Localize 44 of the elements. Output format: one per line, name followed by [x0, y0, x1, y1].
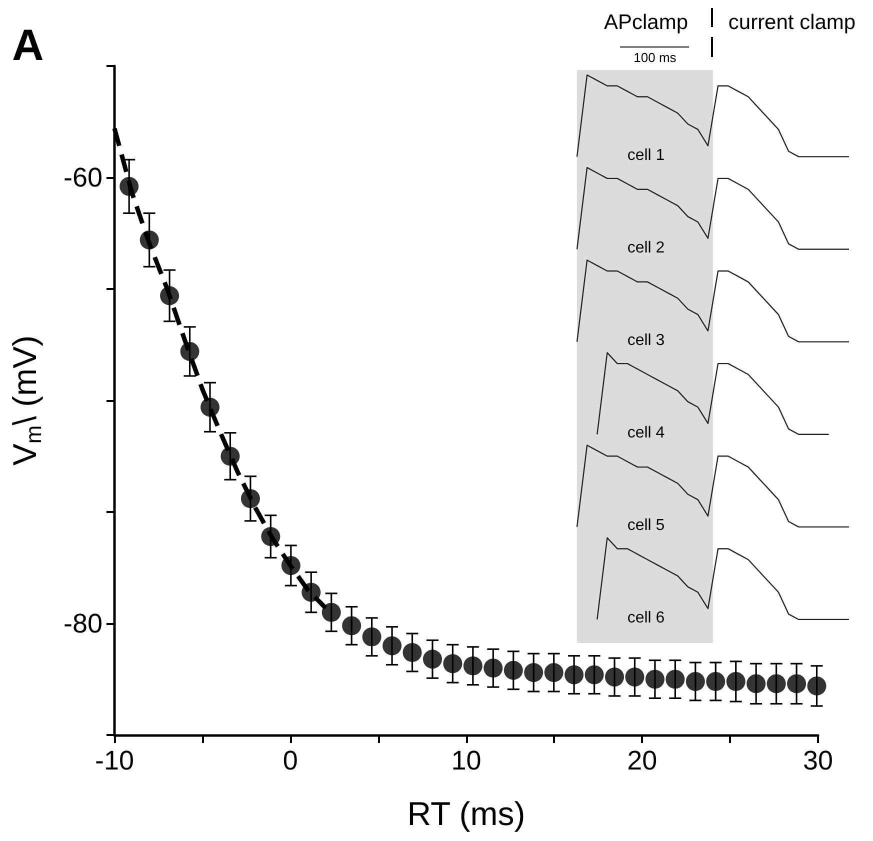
point: [322, 602, 341, 622]
annotation: cell 1: [627, 147, 665, 164]
point: [564, 665, 584, 684]
point: [443, 654, 462, 674]
point: [544, 663, 564, 682]
point: [706, 672, 726, 691]
point: [362, 627, 382, 646]
point: [382, 636, 402, 656]
point: [625, 668, 644, 687]
text: APclamp: [604, 11, 688, 34]
text: A: [12, 21, 44, 70]
annotation: cell 6: [627, 610, 665, 626]
annotation: cell 3: [627, 332, 665, 349]
annotation: cell 5: [627, 517, 665, 534]
y-axis-title: Vm\ (mV): [6, 335, 46, 466]
point: [342, 616, 362, 636]
point: [584, 665, 604, 684]
point: [463, 656, 482, 676]
annotation: cell 2: [627, 240, 665, 256]
point: [605, 668, 624, 687]
text: current clamp: [728, 11, 856, 34]
y-tick-label: -80: [63, 608, 102, 638]
x-tick-label: 10: [451, 746, 482, 776]
point: [402, 642, 422, 662]
text: 100 ms: [634, 50, 677, 65]
x-axis-title: RT (ms): [407, 795, 526, 832]
point: [746, 674, 766, 694]
point: [766, 674, 786, 694]
point: [645, 670, 664, 689]
point: [807, 676, 826, 696]
point: [686, 672, 705, 691]
point: [666, 670, 685, 689]
x-tick-label: 30: [802, 746, 834, 776]
point: [524, 663, 544, 682]
point: [726, 672, 746, 691]
y-tick-label: -60: [63, 162, 102, 192]
annotation: cell 4: [627, 424, 665, 442]
x-tick-label: 20: [627, 746, 658, 776]
point: [787, 674, 806, 694]
point: [504, 660, 523, 680]
point: [484, 658, 503, 678]
x-tick-label: -10: [94, 746, 134, 776]
x-tick-label: 0: [282, 746, 298, 776]
point: [423, 650, 442, 669]
